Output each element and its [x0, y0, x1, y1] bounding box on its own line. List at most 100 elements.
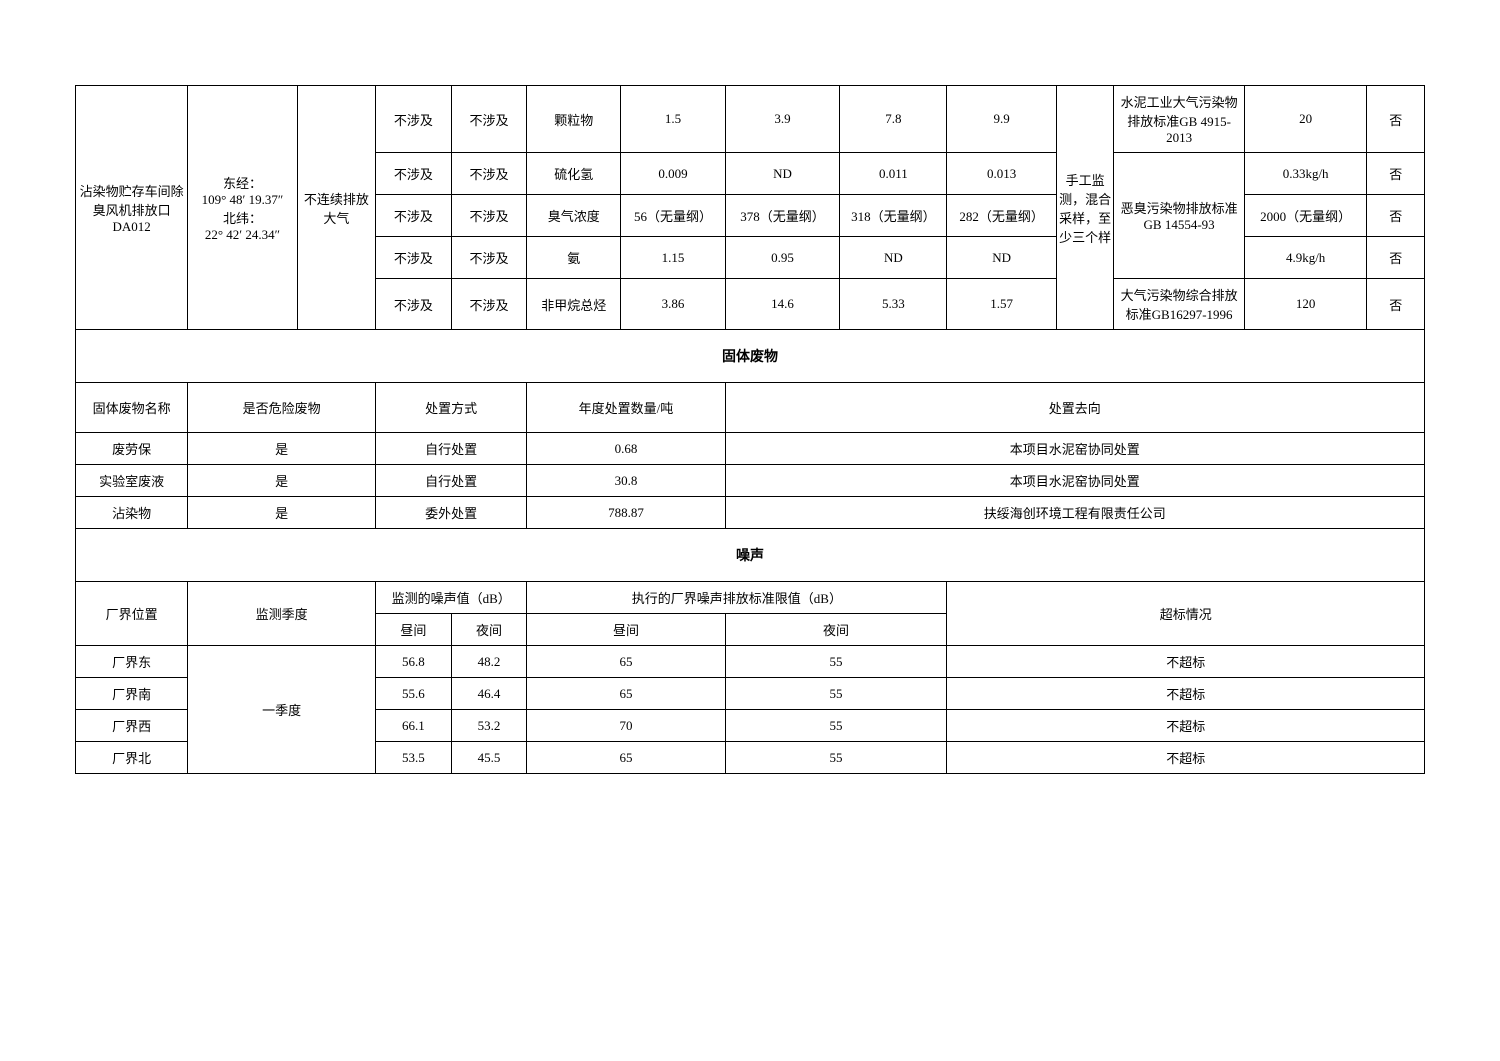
cell: 不涉及 [376, 237, 452, 279]
noise-quarter: 一季度 [188, 646, 376, 774]
cell: 55 [725, 710, 947, 742]
cell: 48.2 [451, 646, 527, 678]
cell: 5.33 [840, 279, 947, 330]
cell: ND [840, 237, 947, 279]
solid-waste-row: 废劳保是自行处置0.68本项目水泥窑协同处置 [76, 433, 1425, 465]
cell: 不涉及 [376, 195, 452, 237]
cell: 本项目水泥窑协同处置 [725, 465, 1424, 497]
cell: ND [947, 237, 1057, 279]
cell: 不涉及 [376, 279, 452, 330]
cell: 53.5 [376, 742, 452, 774]
cell: 硫化氢 [527, 153, 621, 195]
coordinates: 东经： 109° 48′ 19.37″ 北纬： 22° 42′ 24.34″ [188, 86, 298, 330]
cell: 70 [527, 710, 725, 742]
cell: 是 [188, 497, 376, 529]
cell: 7.8 [840, 86, 947, 153]
cell: 65 [527, 646, 725, 678]
solid-waste-title: 固体废物 [76, 330, 1425, 383]
cell: 0.33kg/h [1244, 153, 1367, 195]
main-table: 沾染物贮存车间除臭风机排放口DA012东经： 109° 48′ 19.37″ 北… [75, 85, 1425, 774]
cell: 不涉及 [451, 195, 527, 237]
standard: 恶臭污染物排放标准GB 14554-93 [1114, 153, 1244, 279]
cell: 55 [725, 742, 947, 774]
cell: 30.8 [527, 465, 725, 497]
solid-waste-row: 实验室废液是自行处置30.8本项目水泥窑协同处置 [76, 465, 1425, 497]
solid-waste-header: 固体废物名称 是否危险废物 处置方式 年度处置数量/吨 处置去向 [76, 383, 1425, 433]
cell: 120 [1244, 279, 1367, 330]
cell: 20 [1244, 86, 1367, 153]
cell: 0.009 [621, 153, 725, 195]
cell: 3.9 [725, 86, 840, 153]
cell: 不超标 [947, 646, 1425, 678]
cell: ND [725, 153, 840, 195]
cell: 46.4 [451, 678, 527, 710]
cell: 378（无量纲） [725, 195, 840, 237]
noise-location: 厂界南 [76, 678, 188, 710]
cell: 扶绥海创环境工程有限责任公司 [725, 497, 1424, 529]
cell: 颗粒物 [527, 86, 621, 153]
cell: 否 [1367, 237, 1425, 279]
cell: 65 [527, 742, 725, 774]
noise-location: 厂界西 [76, 710, 188, 742]
cell: 不涉及 [451, 279, 527, 330]
cell: 不超标 [947, 742, 1425, 774]
standard: 大气污染物综合排放标准GB16297-1996 [1114, 279, 1244, 330]
cell: 不超标 [947, 678, 1425, 710]
cell: 9.9 [947, 86, 1057, 153]
emission-row: 沾染物贮存车间除臭风机排放口DA012东经： 109° 48′ 19.37″ 北… [76, 86, 1425, 153]
cell: 55 [725, 646, 947, 678]
solid-waste-row: 沾染物是委外处置788.87扶绥海创环境工程有限责任公司 [76, 497, 1425, 529]
outlet-name: 沾染物贮存车间除臭风机排放口DA012 [76, 86, 188, 330]
cell: 45.5 [451, 742, 527, 774]
noise-title: 噪声 [76, 529, 1425, 582]
cell: 否 [1367, 279, 1425, 330]
cell: 不涉及 [376, 86, 452, 153]
noise-row: 厂界东一季度56.848.26555不超标 [76, 646, 1425, 678]
cell: 14.6 [725, 279, 840, 330]
cell: 是 [188, 433, 376, 465]
noise-header-1: 厂界位置 监测季度 监测的噪声值（dB） 执行的厂界噪声排放标准限值（dB） 超… [76, 582, 1425, 614]
cell: 4.9kg/h [1244, 237, 1367, 279]
cell: 1.57 [947, 279, 1057, 330]
cell: 53.2 [451, 710, 527, 742]
cell: 废劳保 [76, 433, 188, 465]
method: 手工监测，混合采样，至少三个样 [1056, 86, 1113, 330]
cell: 自行处置 [376, 433, 527, 465]
cell: 否 [1367, 86, 1425, 153]
cell: 65 [527, 678, 725, 710]
cell: 3.86 [621, 279, 725, 330]
standard: 水泥工业大气污染物排放标准GB 4915-2013 [1114, 86, 1244, 153]
cell: 56.8 [376, 646, 452, 678]
cell: 1.5 [621, 86, 725, 153]
cell: 55 [725, 678, 947, 710]
cell: 否 [1367, 195, 1425, 237]
cell: 282（无量纲） [947, 195, 1057, 237]
cell: 55.6 [376, 678, 452, 710]
cell: 1.15 [621, 237, 725, 279]
cell: 不涉及 [451, 153, 527, 195]
cell: 委外处置 [376, 497, 527, 529]
cell: 沾染物 [76, 497, 188, 529]
cell: 非甲烷总烃 [527, 279, 621, 330]
cell: 是 [188, 465, 376, 497]
cell: 不超标 [947, 710, 1425, 742]
cell: 本项目水泥窑协同处置 [725, 433, 1424, 465]
cell: 66.1 [376, 710, 452, 742]
emission-type: 不连续排放大气 [297, 86, 375, 330]
cell: 臭气浓度 [527, 195, 621, 237]
cell: 0.95 [725, 237, 840, 279]
cell: 不涉及 [376, 153, 452, 195]
cell: 否 [1367, 153, 1425, 195]
cell: 0.013 [947, 153, 1057, 195]
cell: 0.011 [840, 153, 947, 195]
cell: 实验室废液 [76, 465, 188, 497]
cell: 氨 [527, 237, 621, 279]
noise-location: 厂界北 [76, 742, 188, 774]
cell: 2000（无量纲） [1244, 195, 1367, 237]
cell: 不涉及 [451, 86, 527, 153]
cell: 56（无量纲） [621, 195, 725, 237]
cell: 自行处置 [376, 465, 527, 497]
noise-location: 厂界东 [76, 646, 188, 678]
cell: 0.68 [527, 433, 725, 465]
cell: 788.87 [527, 497, 725, 529]
